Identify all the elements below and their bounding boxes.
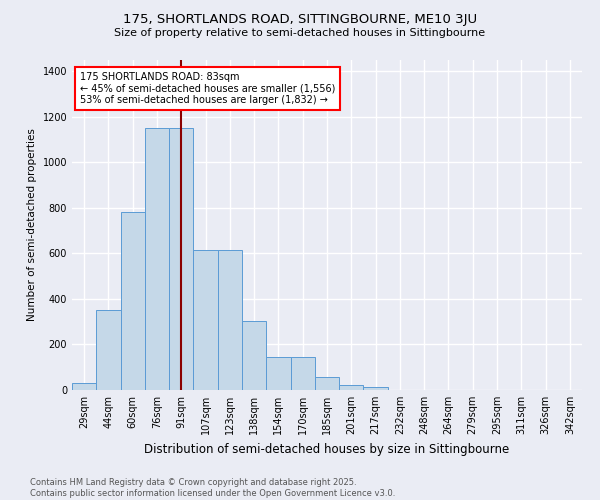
Bar bbox=[315, 378, 339, 390]
Bar bbox=[242, 320, 266, 390]
Bar bbox=[169, 128, 193, 390]
Bar bbox=[339, 386, 364, 390]
Bar bbox=[290, 357, 315, 390]
Bar bbox=[145, 128, 169, 390]
Bar bbox=[218, 250, 242, 390]
Bar bbox=[193, 250, 218, 390]
Bar bbox=[364, 386, 388, 390]
Text: Contains HM Land Registry data © Crown copyright and database right 2025.
Contai: Contains HM Land Registry data © Crown c… bbox=[30, 478, 395, 498]
Y-axis label: Number of semi-detached properties: Number of semi-detached properties bbox=[27, 128, 37, 322]
Bar bbox=[72, 383, 96, 390]
Text: Size of property relative to semi-detached houses in Sittingbourne: Size of property relative to semi-detach… bbox=[115, 28, 485, 38]
Bar bbox=[121, 212, 145, 390]
Text: 175 SHORTLANDS ROAD: 83sqm
← 45% of semi-detached houses are smaller (1,556)
53%: 175 SHORTLANDS ROAD: 83sqm ← 45% of semi… bbox=[80, 72, 335, 105]
Bar bbox=[266, 357, 290, 390]
Text: 175, SHORTLANDS ROAD, SITTINGBOURNE, ME10 3JU: 175, SHORTLANDS ROAD, SITTINGBOURNE, ME1… bbox=[123, 12, 477, 26]
X-axis label: Distribution of semi-detached houses by size in Sittingbourne: Distribution of semi-detached houses by … bbox=[145, 442, 509, 456]
Bar bbox=[96, 310, 121, 390]
